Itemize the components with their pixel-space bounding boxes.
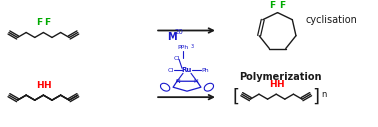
Text: 3: 3 [191,44,194,49]
Text: M: M [167,33,177,42]
Text: H: H [36,81,44,90]
Text: H: H [269,80,277,89]
Text: Ru: Ru [182,67,192,73]
Text: N: N [194,79,198,84]
Text: Ph: Ph [201,68,209,73]
Text: H: H [43,81,51,90]
Text: ]: ] [312,88,319,106]
Text: F: F [270,1,276,10]
Text: [: [ [232,88,239,106]
Text: PPh: PPh [177,45,189,50]
Text: F: F [279,1,286,10]
Text: F: F [44,18,50,27]
Text: cyclisation: cyclisation [305,15,357,25]
Text: H: H [276,80,284,89]
Text: Cl: Cl [174,56,180,61]
Text: N: N [176,79,180,84]
Text: n: n [321,90,326,99]
Text: 20: 20 [175,29,183,35]
Text: Cl: Cl [168,68,174,73]
Text: Polymerization: Polymerization [239,72,322,82]
Text: F: F [36,18,42,27]
